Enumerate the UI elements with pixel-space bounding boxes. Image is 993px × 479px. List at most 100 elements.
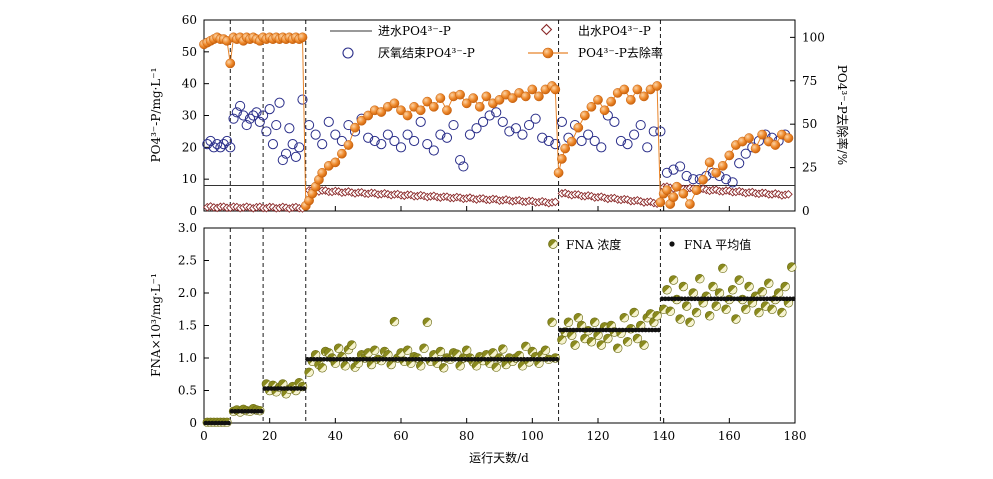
- bottom-x-axis: 0 20 40 60 80 100 120 140 160 180: [200, 418, 806, 443]
- fna-mean-point: [715, 296, 721, 302]
- removal-point: [704, 157, 715, 168]
- fna-point: [688, 288, 698, 298]
- x-tick-label: 100: [521, 429, 544, 443]
- removal-point: [428, 101, 439, 112]
- bottom-panel: 0 20 40 60 80 100 120 140 160 180 0 0.5 1.0 1.5 2.0 2.…: [149, 221, 806, 465]
- anaerobic-point: [382, 129, 393, 140]
- anaerobic-point: [215, 142, 226, 153]
- x-tick-label: 80: [459, 429, 474, 443]
- fna-mean-point: [781, 296, 786, 302]
- anaerobic-point: [609, 116, 620, 127]
- fna-mean-point: [397, 357, 402, 362]
- fna-mean-point: [423, 357, 428, 362]
- fna-point: [498, 344, 508, 354]
- fna-point: [612, 343, 623, 353]
- fna-mean-point: [764, 296, 770, 302]
- removal-point: [225, 58, 236, 69]
- anaerobic-point: [740, 148, 751, 159]
- removal-point: [698, 174, 708, 185]
- fna-mean-point: [725, 296, 730, 302]
- removal-point: [606, 96, 616, 107]
- fna-mean-point: [311, 357, 317, 362]
- legend-effluent-marker: [540, 23, 553, 36]
- fna-mean-point: [534, 357, 540, 362]
- anaerobic-point: [218, 139, 229, 150]
- legend-fna-marker: [548, 239, 558, 249]
- fna-mean-point: [259, 409, 264, 414]
- fna-mean-point: [768, 296, 773, 302]
- fna-point: [622, 337, 633, 347]
- fna-mean-point: [213, 420, 218, 426]
- fna-mean-point: [689, 296, 694, 302]
- removal-point: [468, 93, 479, 103]
- fna-point: [721, 304, 731, 314]
- anaerobic-point: [294, 142, 305, 153]
- fna-mean-point: [341, 357, 346, 362]
- anaerobic-point: [409, 135, 420, 147]
- anaerobic-point: [287, 139, 298, 150]
- fna-mean-point: [738, 296, 744, 302]
- fna-mean-point: [580, 327, 586, 333]
- fna-mean-point: [640, 327, 645, 333]
- anaerobic-point: [267, 139, 279, 150]
- removal-point: [343, 140, 354, 150]
- legend-mean-label: FNA 平均值: [684, 237, 751, 252]
- anaerobic-point: [323, 116, 334, 127]
- fna-mean-point: [262, 386, 268, 391]
- fna-mean-point: [791, 296, 796, 302]
- legend-influent-label: 进水PO4³⁻-P: [378, 24, 451, 38]
- top-right-y-axis: 0 25 50 75 100: [790, 30, 825, 218]
- fna-mean-point: [748, 296, 753, 302]
- fna-point: [370, 345, 380, 355]
- y-tick-label: 0: [189, 204, 197, 218]
- anaerobic-point: [642, 142, 653, 153]
- anaerobic-point: [668, 164, 679, 175]
- fna-mean-point: [587, 327, 593, 333]
- bottom-y-axis-label: FNA×10³/mg·L⁻¹: [149, 273, 163, 377]
- removal-point: [717, 161, 728, 171]
- fna-mean-point: [718, 296, 724, 302]
- fna-point: [632, 333, 643, 344]
- fna-point: [563, 317, 574, 327]
- removal-point: [580, 110, 590, 121]
- anaerobic-point: [530, 113, 541, 124]
- fna-mean-point: [554, 357, 560, 362]
- fna-point: [567, 330, 577, 340]
- removal-point: [402, 110, 413, 121]
- y2-tick-label: 75: [802, 74, 817, 88]
- fna-mean-point: [291, 386, 297, 391]
- fna-mean-point: [406, 357, 412, 362]
- fna-mean-point: [308, 357, 314, 362]
- anaerobic-point: [464, 129, 476, 140]
- fna-mean-point: [403, 357, 409, 362]
- fna-point: [557, 335, 567, 345]
- fna-point: [685, 317, 695, 327]
- y-tick-label: 60: [182, 13, 197, 27]
- effluent-point: [784, 189, 793, 199]
- top-right-y-axis-label: PO4³⁻-P去除率/%: [835, 65, 850, 165]
- fna-point: [678, 281, 689, 292]
- fna-point: [593, 330, 603, 340]
- anaerobic-point: [225, 142, 236, 153]
- fna-mean-point: [255, 409, 261, 414]
- anaerobic-point: [661, 167, 673, 178]
- fna-mean-point: [226, 420, 231, 426]
- fna-mean-point: [495, 357, 501, 362]
- removal-point: [481, 91, 492, 102]
- fna-mean-point: [679, 296, 685, 302]
- fna-mean-point: [288, 386, 294, 391]
- anaerobic-point: [428, 145, 439, 156]
- fna-mean-point: [521, 357, 527, 362]
- removal-point: [652, 81, 662, 91]
- anaerobic-point: [395, 142, 407, 153]
- y-tick-label: 1.5: [178, 319, 197, 333]
- fna-mean-point: [298, 386, 304, 391]
- fna-mean-point: [728, 296, 734, 302]
- fna-mean-point: [741, 296, 747, 302]
- fna-mean-point: [301, 386, 307, 391]
- anaerobic-point: [629, 129, 640, 140]
- removal-point: [619, 84, 630, 95]
- removal-point: [317, 167, 328, 178]
- fna-mean-point: [472, 357, 478, 362]
